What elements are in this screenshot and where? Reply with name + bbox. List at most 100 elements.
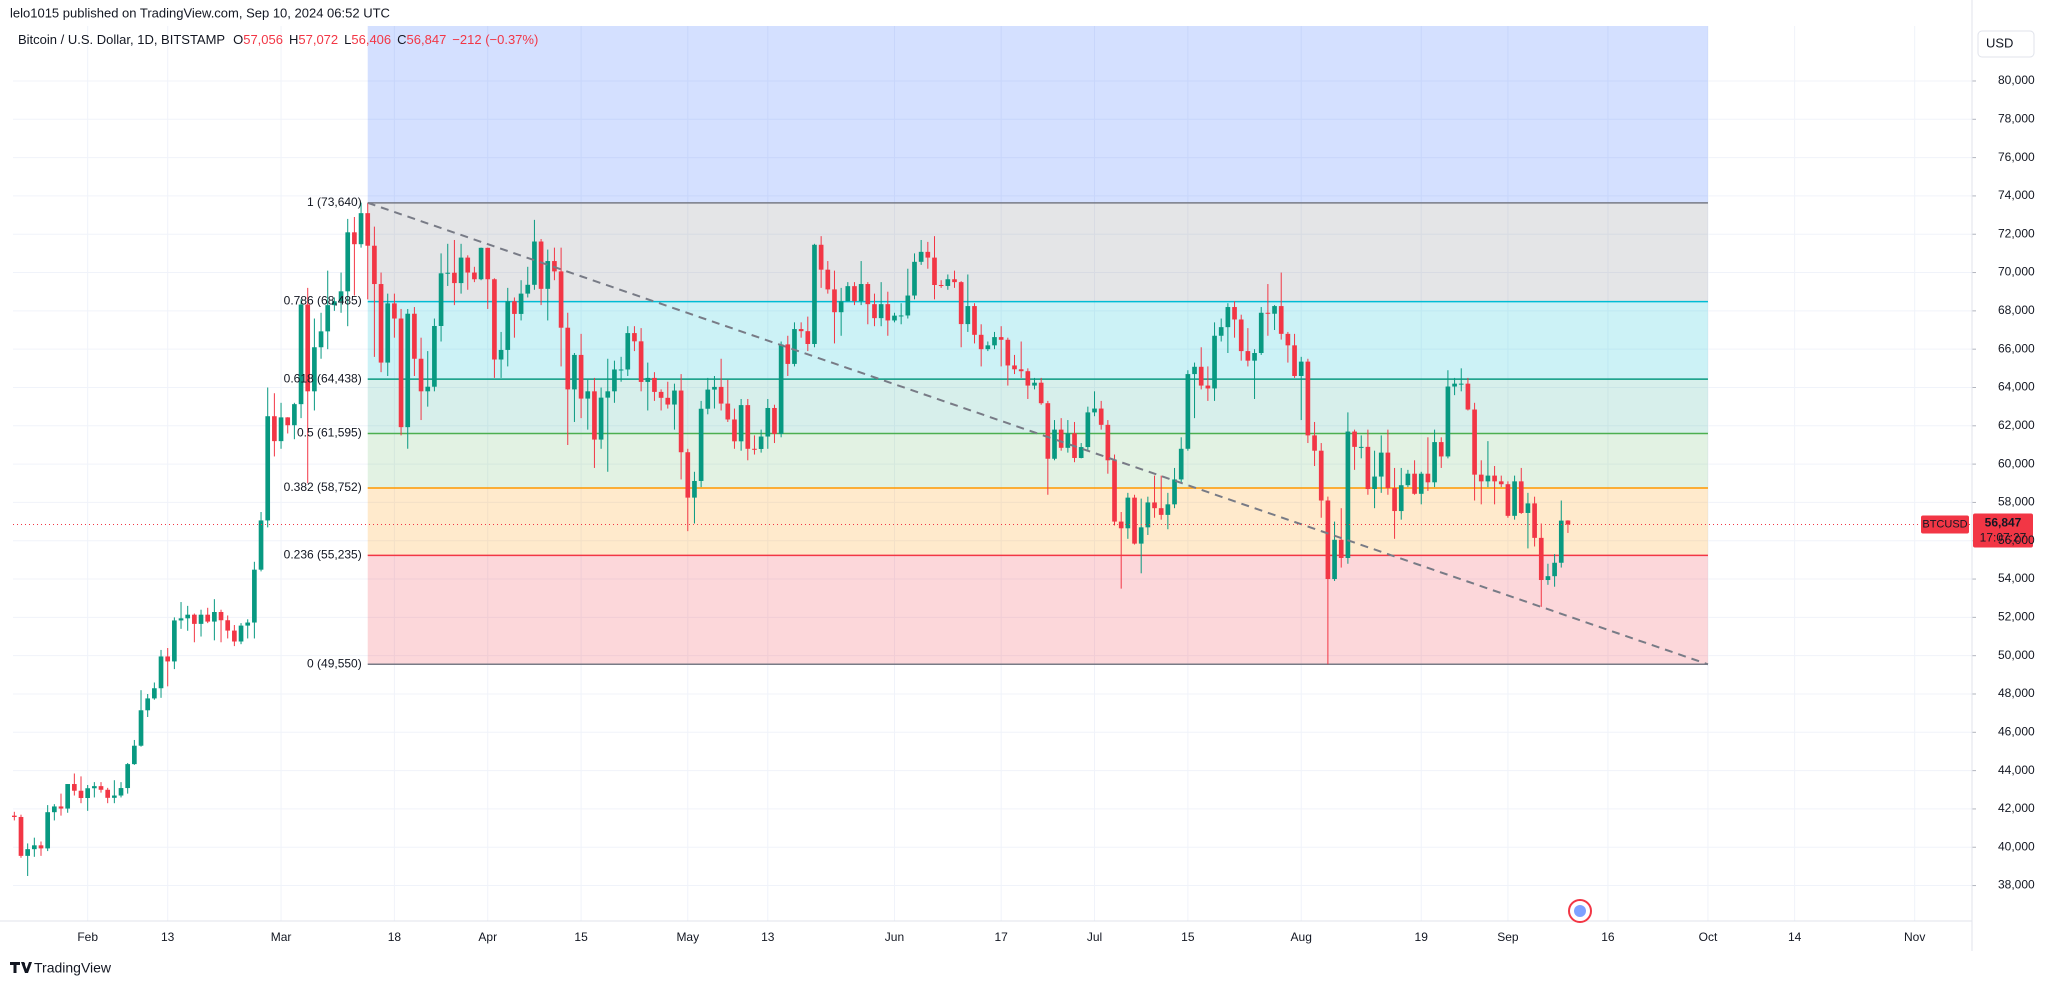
candle-body bbox=[1318, 450, 1324, 501]
candle-body bbox=[632, 333, 637, 342]
candle-body bbox=[798, 329, 804, 332]
candle-body bbox=[1052, 429, 1057, 459]
candle-body bbox=[1145, 502, 1151, 528]
candle-body bbox=[225, 620, 231, 631]
candle-body bbox=[1378, 452, 1384, 477]
y-tick-label: 78,000 bbox=[1998, 111, 2035, 125]
candle-body bbox=[365, 213, 371, 246]
candle-body bbox=[1018, 369, 1024, 372]
legend-value: 56,406 bbox=[351, 32, 391, 47]
candle-body bbox=[78, 790, 84, 799]
candle-body bbox=[925, 251, 931, 258]
candle-body bbox=[652, 377, 657, 392]
candle-body bbox=[1352, 431, 1357, 447]
candle-body bbox=[1345, 431, 1351, 558]
candle-body bbox=[1092, 408, 1097, 413]
candle-body bbox=[1272, 306, 1277, 314]
candle-body bbox=[832, 289, 837, 313]
candle-body bbox=[1058, 429, 1064, 448]
candle-body bbox=[458, 257, 464, 284]
candle-body bbox=[298, 304, 304, 405]
candle-body bbox=[592, 391, 597, 440]
candle-body bbox=[1238, 319, 1244, 352]
candle-body bbox=[1225, 307, 1231, 328]
candle-body bbox=[838, 301, 844, 313]
candle-body bbox=[1292, 345, 1297, 376]
candle-body bbox=[558, 271, 564, 328]
currency[interactable]: USD bbox=[1986, 35, 2013, 50]
candle-body bbox=[598, 397, 604, 440]
candle-body bbox=[1332, 539, 1337, 580]
candle-body bbox=[1525, 503, 1531, 513]
candle-body bbox=[72, 784, 77, 791]
candle-body bbox=[252, 569, 257, 623]
candle-body bbox=[158, 656, 164, 689]
fib-zone bbox=[367, 301, 1708, 380]
candle-body bbox=[58, 806, 64, 809]
x-tick-label: Aug bbox=[1291, 930, 1312, 944]
candle-body bbox=[1098, 408, 1104, 425]
candle-body bbox=[852, 286, 857, 302]
candle-body bbox=[352, 232, 357, 245]
fib-zone bbox=[367, 555, 1708, 665]
y-tick-label: 66,000 bbox=[1998, 341, 2035, 355]
candle-body bbox=[565, 327, 571, 390]
candle-body bbox=[258, 520, 264, 570]
candle-body bbox=[758, 436, 764, 449]
candle-body bbox=[345, 232, 351, 292]
candle-body bbox=[1258, 312, 1264, 354]
candle-body bbox=[1532, 503, 1537, 538]
candle-body bbox=[885, 304, 891, 321]
candle-body bbox=[685, 452, 691, 498]
candle-body bbox=[92, 786, 97, 789]
candle-body bbox=[1285, 333, 1291, 346]
candle-body bbox=[692, 480, 697, 498]
candle-body bbox=[1032, 382, 1037, 386]
currency-button[interactable] bbox=[1977, 30, 2035, 58]
candle-body bbox=[605, 391, 611, 398]
candle-body bbox=[1392, 488, 1397, 512]
event-icon[interactable] bbox=[1568, 899, 1592, 923]
x-tick-label: 19 bbox=[1415, 930, 1429, 944]
fib-label: 0.5 (61,595) bbox=[297, 426, 362, 440]
candle-body bbox=[1178, 448, 1184, 480]
candle-body bbox=[1545, 576, 1551, 581]
x-tick-label: 17 bbox=[994, 930, 1008, 944]
candle-body bbox=[472, 272, 477, 280]
candle-body bbox=[1025, 371, 1031, 386]
candle-body bbox=[178, 618, 184, 621]
candle-body bbox=[198, 614, 204, 624]
x-tick-label: Nov bbox=[1904, 930, 1925, 944]
candle-body bbox=[145, 698, 151, 711]
fib-zone bbox=[367, 433, 1708, 489]
candle-body bbox=[585, 391, 591, 399]
candle-body bbox=[1065, 433, 1071, 448]
candle-body bbox=[125, 764, 131, 789]
candle-body bbox=[1432, 442, 1437, 483]
candle-body bbox=[412, 313, 417, 359]
candle-body bbox=[1492, 475, 1497, 482]
y-tick-label: 58,000 bbox=[1998, 495, 2035, 509]
candle-body bbox=[1505, 484, 1511, 516]
candle-body bbox=[1158, 508, 1164, 515]
candle-body bbox=[978, 334, 984, 350]
front-layer: 1 (73,640) 0.786 (68,485) 0.618 (64,438) 0.… bbox=[13, 195, 2033, 670]
x-tick-label: 13 bbox=[761, 930, 775, 944]
fib-zone bbox=[367, 26, 1708, 203]
candle-body bbox=[1425, 473, 1431, 483]
candle-body bbox=[218, 612, 224, 621]
back-layer bbox=[0, 0, 1976, 951]
x-tick-label: 15 bbox=[574, 930, 588, 944]
candle-body bbox=[405, 313, 411, 428]
candle-body bbox=[1538, 537, 1544, 581]
y-tick-label: 56,000 bbox=[1998, 533, 2035, 547]
legend-value: 56,847 bbox=[407, 32, 447, 47]
candle-body bbox=[698, 408, 704, 481]
legend-change: −212 (−0.37%) bbox=[452, 32, 538, 47]
candle-body bbox=[1445, 386, 1451, 457]
candle-body bbox=[445, 272, 451, 274]
x-tick-label: Apr bbox=[478, 930, 497, 944]
candle-body bbox=[878, 304, 884, 319]
y-tick-label: 68,000 bbox=[1998, 303, 2035, 317]
candle-body bbox=[785, 344, 791, 364]
